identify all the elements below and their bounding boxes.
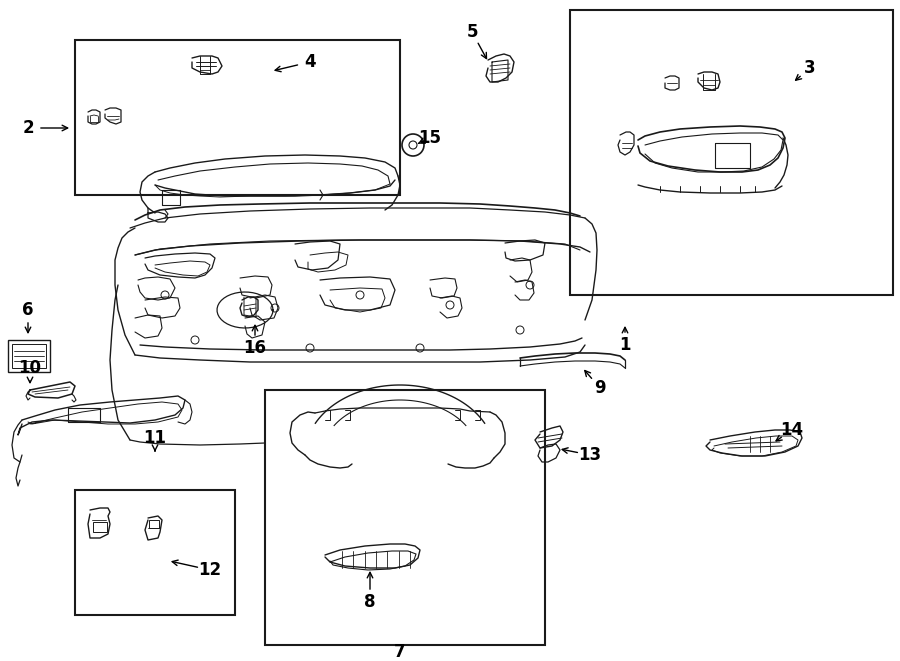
Text: 6: 6 [22,301,34,319]
Text: 16: 16 [244,339,266,357]
Text: 1: 1 [619,336,631,354]
Bar [8,340,50,372]
Text: 7: 7 [394,643,406,661]
Bar [570,10,893,295]
Bar [149,520,159,528]
Text: 11: 11 [143,429,166,447]
Bar [265,390,545,645]
Text: 12: 12 [198,561,221,579]
Text: 4: 4 [304,53,316,71]
Text: 2: 2 [22,119,34,137]
Text: 15: 15 [418,129,442,147]
Text: 5: 5 [466,23,478,41]
Text: 3: 3 [805,59,815,77]
Bar [93,522,107,532]
Text: 8: 8 [364,593,376,611]
Bar [75,40,400,195]
Text: 14: 14 [780,421,804,439]
Text: 13: 13 [579,446,601,464]
Bar [75,490,235,615]
Bar [12,344,46,368]
Text: 10: 10 [19,359,41,377]
Text: 9: 9 [594,379,606,397]
